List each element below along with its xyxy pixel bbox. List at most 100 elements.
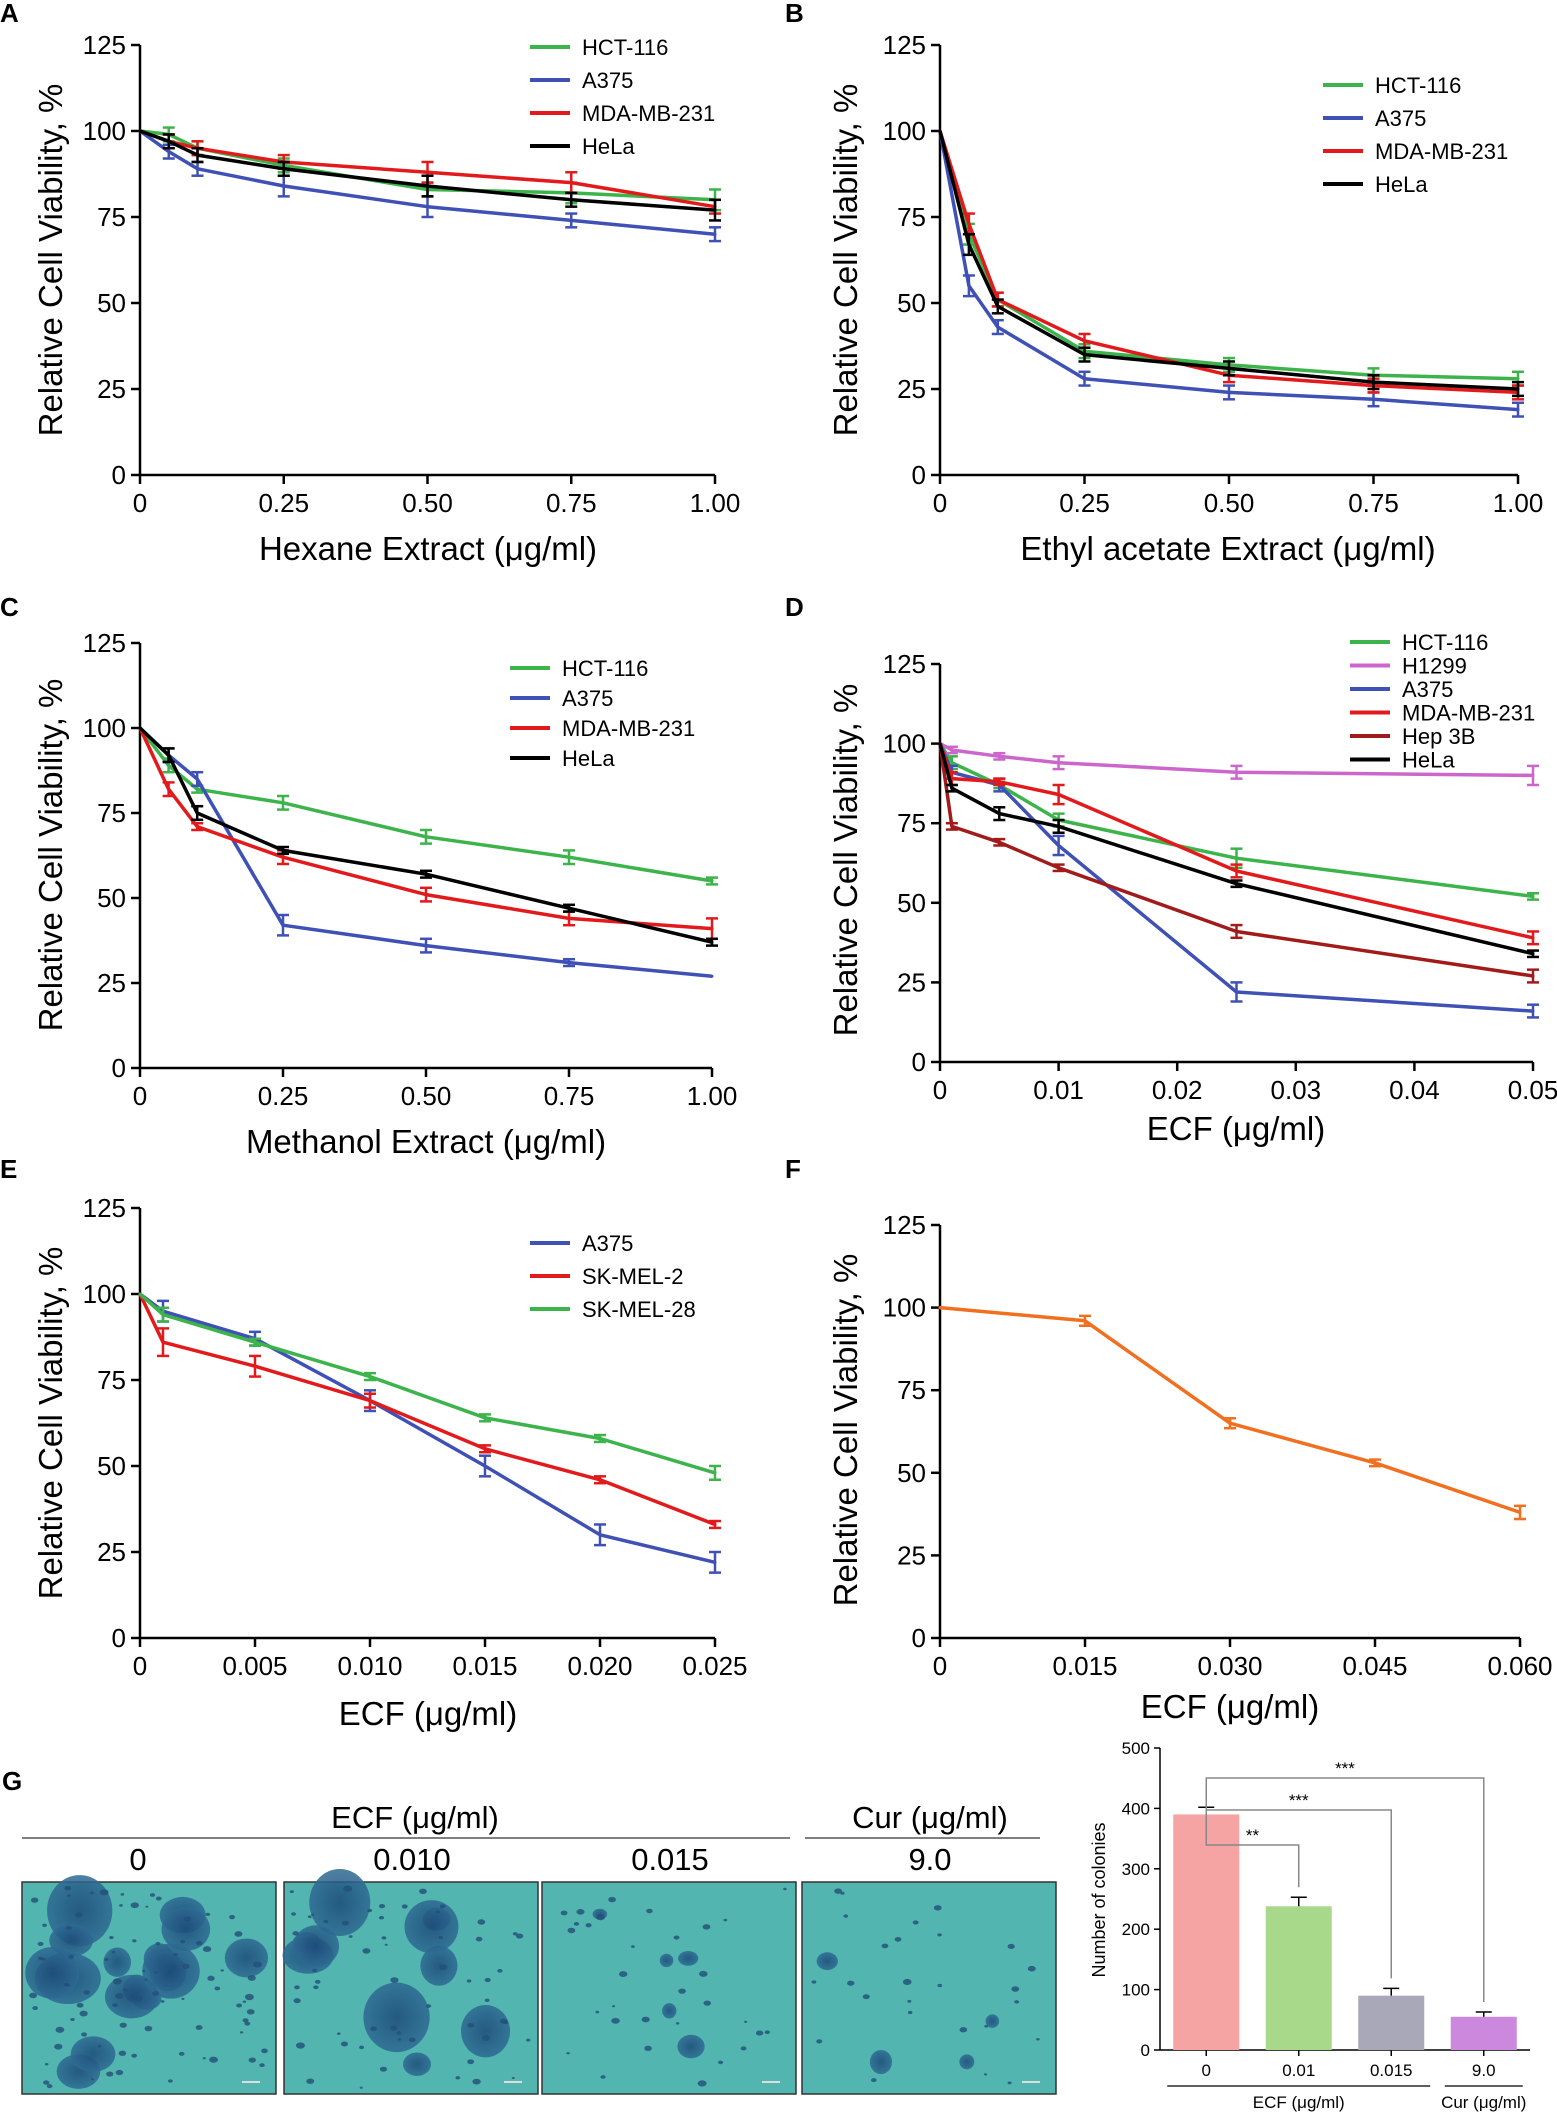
colony-dot [294,1985,300,1990]
colony-dot [248,2057,257,2063]
data-point [997,754,1001,758]
data-point [950,824,954,828]
colony-dot [959,2027,968,2033]
colony-dot [512,1932,518,1936]
bar [1450,2016,1517,2050]
legend-label: MDA-MB-231 [1375,139,1508,164]
data-point [195,825,199,829]
colony-dot [172,1952,178,1957]
colony-dot [1014,2000,1020,2004]
y-tick-label: 25 [97,374,126,404]
data-point [950,761,954,765]
data-point [1227,390,1231,394]
data-point [997,812,1001,816]
colony-dot [511,2076,515,2080]
y-axis-title: Relative Cell Viability, % [32,679,69,1032]
x-tick-label: 0 [933,488,947,518]
series-hct-116 [138,726,718,886]
data-point [950,786,954,790]
data-point [938,1306,942,1310]
colony-dot [870,2078,877,2083]
colony [161,1907,211,1951]
colony-dot [64,1885,72,1891]
x-tick-label: 0 [933,1651,947,1681]
colony-dot [130,1902,139,1909]
data-point [710,927,714,931]
legend-label: A375 [1402,677,1453,702]
colony-dot [180,1939,186,1944]
colony-dot [744,2020,748,2023]
colony-dot [112,1978,122,1985]
data-point [368,1399,372,1403]
colony-dot [289,1890,294,1894]
y-tick-label: 25 [97,1537,126,1567]
data-point [1531,952,1535,956]
data-point [161,1340,165,1344]
data-point [567,906,571,910]
data-point [1057,793,1061,797]
colony-dot [106,2071,114,2077]
legend: HCT-116 A375 MDA-MB-231 HeLa [1323,73,1508,197]
colony-dot [118,2050,127,2056]
y-tick-label: 50 [97,1451,126,1481]
colony-dot [261,2048,268,2054]
bar [1173,1814,1240,2050]
colony-dot [293,1998,301,2004]
colony-dot [75,1912,83,1918]
series-ecf [938,1305,1526,1521]
x-tick-label: 0.045 [1342,1651,1407,1681]
data-point [938,129,942,133]
series-line [939,1305,1521,1515]
colony-dot [389,2025,398,2031]
colony-dot [76,2002,84,2008]
colony-dot [379,2066,388,2072]
data-point [1531,936,1535,940]
y-tick-label: 100 [83,116,126,146]
legend-label: HeLa [1375,172,1428,197]
colony [70,2036,116,2072]
colony-dot [168,2079,173,2083]
series-h1299 [938,742,1539,787]
colony-dot [398,2038,402,2041]
legend-label: MDA-MB-231 [562,716,695,741]
significance-bracket [1205,1777,1485,2002]
data-point [424,944,428,948]
colony-dot [236,2003,243,2008]
data-point [483,1447,487,1451]
data-point [253,1364,257,1368]
colony-dot [202,2057,206,2060]
colony-dot [144,2025,153,2032]
colony-dot [343,1885,353,1892]
colony-dot [467,2023,475,2028]
x-axis-title: Ethyl acetate Extract (μg/ml) [1020,530,1435,567]
y-tick-label: 25 [897,1540,926,1570]
legend-label: Hep 3B [1402,724,1475,749]
data-point [996,325,1000,329]
data-point [598,1436,602,1440]
colony-dot [435,1910,441,1914]
panel-letter-b: B [785,0,804,28]
microscopy-image-3 [801,1881,1057,2095]
colony [363,1982,430,2053]
x-tick-label: 0.75 [546,488,597,518]
colony [103,1947,132,1977]
y-tick-label: 125 [83,30,126,60]
y-tick-label: 75 [897,808,926,838]
significance-label: *** [1335,1759,1355,1778]
data-point [138,1292,142,1296]
colony-dot [115,2069,124,2076]
image-label-1: 0.010 [373,1842,451,1877]
colony-dot [631,1945,635,1948]
data-point [713,1522,717,1526]
colony-dot [181,1997,185,2001]
data-point [1531,773,1535,777]
y-axis-title: Relative Cell Viability, % [827,1254,864,1607]
data-point [1235,990,1238,994]
y-tick-label: 75 [897,1375,926,1405]
x-tick-label: 0 [133,488,147,518]
data-point [569,218,573,222]
colony-dot [1036,2037,1040,2041]
data-point [1516,387,1520,391]
colony-dot [378,1903,386,1909]
data-point [567,961,571,965]
